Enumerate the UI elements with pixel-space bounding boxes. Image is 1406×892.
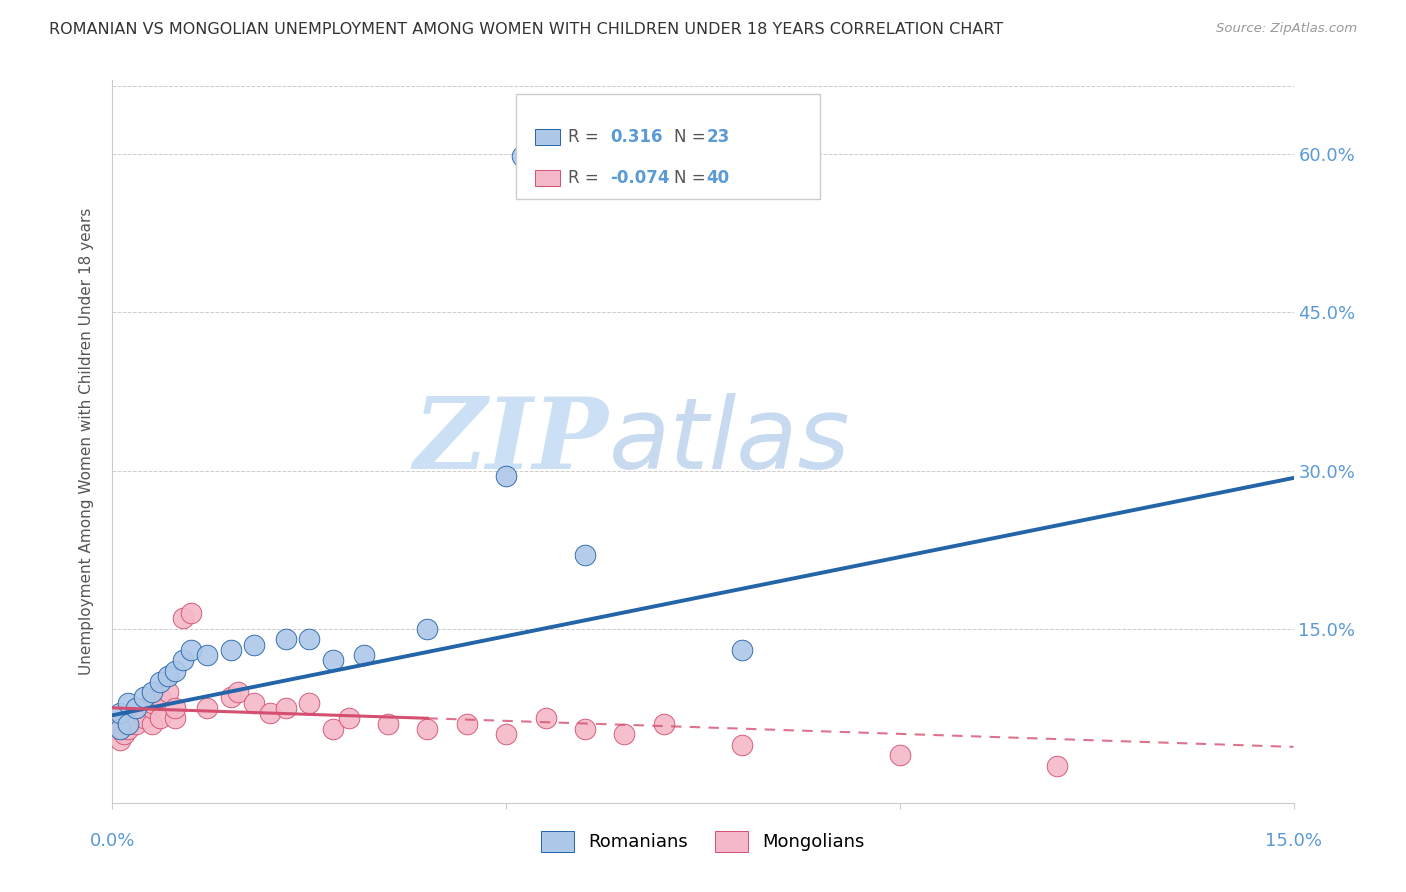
Point — [141, 701, 163, 715]
Point — [132, 690, 155, 705]
Point — [117, 722, 139, 736]
Point — [274, 632, 297, 647]
Point — [322, 653, 344, 667]
Point — [110, 722, 132, 736]
Point — [322, 722, 344, 736]
Point — [117, 696, 139, 710]
Point — [298, 632, 321, 647]
Point — [149, 711, 172, 725]
Point — [125, 716, 148, 731]
Text: ZIP: ZIP — [413, 393, 609, 490]
Point — [510, 149, 533, 163]
Point — [180, 643, 202, 657]
Point — [125, 701, 148, 715]
Point — [156, 669, 179, 683]
Point — [165, 664, 187, 678]
Text: 0.0%: 0.0% — [90, 831, 135, 850]
Point — [132, 711, 155, 725]
Point — [172, 611, 194, 625]
Y-axis label: Unemployment Among Women with Children Under 18 years: Unemployment Among Women with Children U… — [79, 208, 94, 675]
Point — [731, 643, 754, 657]
Point — [259, 706, 281, 720]
Text: N =: N = — [673, 128, 706, 146]
Point — [195, 701, 218, 715]
Point — [110, 716, 132, 731]
Point — [416, 722, 439, 736]
Point — [1046, 759, 1069, 773]
Point — [219, 690, 242, 705]
Point — [165, 701, 187, 715]
Point — [156, 685, 179, 699]
Point — [149, 674, 172, 689]
Point — [195, 648, 218, 662]
Point — [298, 696, 321, 710]
Point — [574, 548, 596, 562]
Point — [105, 722, 128, 736]
Point — [110, 732, 132, 747]
Point — [337, 711, 360, 725]
Point — [149, 690, 172, 705]
Text: 15.0%: 15.0% — [1265, 831, 1322, 850]
Text: 40: 40 — [706, 169, 730, 186]
Point — [141, 716, 163, 731]
Point — [534, 711, 557, 725]
Text: 23: 23 — [706, 128, 730, 146]
Text: atlas: atlas — [609, 393, 851, 490]
Text: -0.074: -0.074 — [610, 169, 671, 186]
Point — [889, 748, 911, 763]
Point — [110, 706, 132, 720]
Text: 0.316: 0.316 — [610, 128, 664, 146]
Point — [353, 648, 375, 662]
Point — [495, 468, 517, 483]
Point — [125, 706, 148, 720]
Text: Source: ZipAtlas.com: Source: ZipAtlas.com — [1216, 22, 1357, 36]
Point — [141, 696, 163, 710]
Text: N =: N = — [673, 169, 706, 186]
Text: R =: R = — [568, 128, 599, 146]
Point — [416, 622, 439, 636]
Point — [274, 701, 297, 715]
Legend: Romanians, Mongolians: Romanians, Mongolians — [534, 823, 872, 859]
Point — [574, 722, 596, 736]
Point — [219, 643, 242, 657]
Text: ROMANIAN VS MONGOLIAN UNEMPLOYMENT AMONG WOMEN WITH CHILDREN UNDER 18 YEARS CORR: ROMANIAN VS MONGOLIAN UNEMPLOYMENT AMONG… — [49, 22, 1004, 37]
Point — [731, 738, 754, 752]
Point — [180, 606, 202, 620]
Point — [243, 638, 266, 652]
Point — [495, 727, 517, 741]
Text: R =: R = — [568, 169, 599, 186]
Point — [132, 701, 155, 715]
Point — [141, 685, 163, 699]
Point — [456, 716, 478, 731]
Point — [243, 696, 266, 710]
Point — [117, 711, 139, 725]
Point — [112, 727, 135, 741]
Point — [613, 727, 636, 741]
Point — [377, 716, 399, 731]
Point — [117, 716, 139, 731]
Point — [172, 653, 194, 667]
Point — [228, 685, 250, 699]
Point — [652, 716, 675, 731]
Point — [165, 711, 187, 725]
